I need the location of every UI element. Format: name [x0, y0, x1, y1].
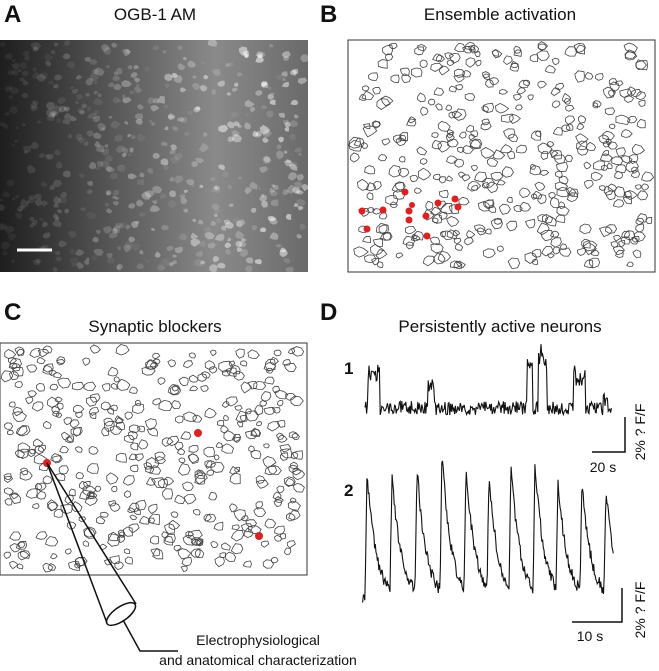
panel-title: Synaptic blockers [88, 317, 221, 336]
time-scale: 20 s [590, 459, 616, 475]
cell-map [0, 342, 308, 576]
panel-title: OGB-1 AM [114, 5, 196, 24]
active-cells [358, 188, 462, 240]
image [0, 40, 308, 272]
annotation: and anatomical characterization [159, 652, 357, 668]
panel-label: A [4, 1, 21, 28]
amplitude-scale: 2% ? F/F [632, 404, 648, 461]
pipette [46, 462, 178, 652]
annotation: Electrophysiological [196, 632, 320, 648]
panel-label: D [320, 299, 337, 326]
cell-outlines [0, 343, 306, 573]
panel-title: Persistently active neurons [398, 317, 601, 336]
trace-label: 2 [344, 481, 353, 500]
scale-bar [592, 417, 626, 453]
panel-title: Ensemble activation [424, 5, 576, 24]
panel-label: B [320, 1, 337, 28]
cell-map [347, 39, 656, 273]
panel-label: C [4, 299, 21, 326]
cell-outlines [348, 41, 655, 270]
trace [361, 460, 614, 603]
trace-label: 1 [344, 359, 353, 378]
time-scale: 10 s [577, 628, 603, 644]
image-cells [0, 38, 310, 273]
trace [364, 344, 612, 417]
scale-bar [572, 588, 623, 623]
amplitude-scale: 2% ? F/F [632, 582, 648, 639]
